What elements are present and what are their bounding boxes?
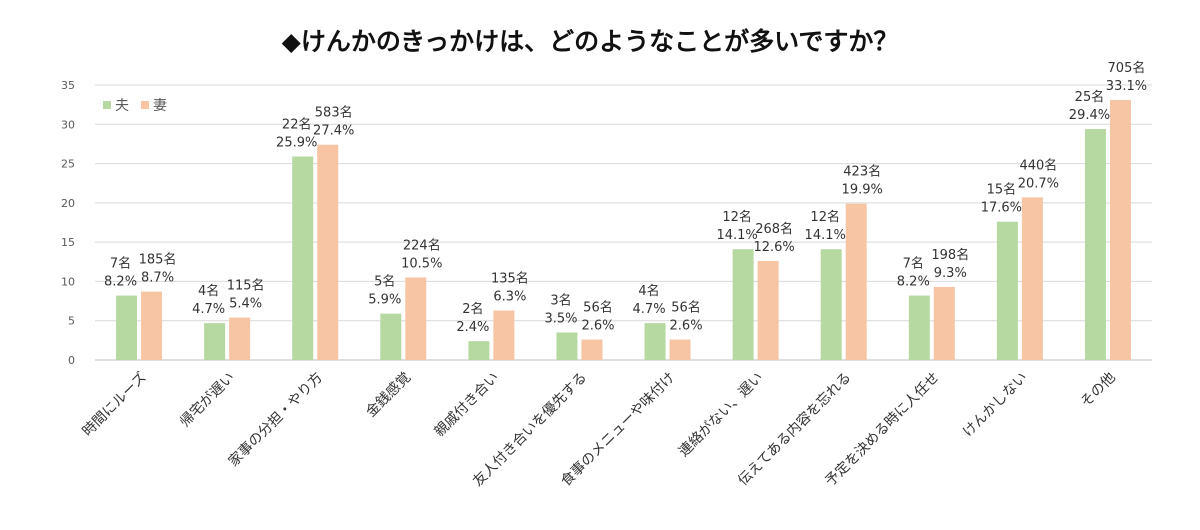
- data-label-count: 12名: [810, 209, 840, 225]
- category-label: 親戚付き合い: [431, 370, 502, 441]
- data-label-percent: 2.6%: [581, 319, 614, 334]
- data-label-percent: 5.4%: [229, 297, 262, 312]
- data-label-percent: 14.1%: [805, 228, 846, 243]
- bar-husband: [292, 156, 314, 360]
- y-tick-label: 25: [61, 158, 75, 171]
- data-label-percent: 17.6%: [981, 201, 1022, 216]
- bar-husband: [908, 295, 930, 360]
- bar-husband: [996, 221, 1018, 360]
- bar-husband: [820, 249, 842, 360]
- y-tick-label: 20: [61, 197, 75, 210]
- category-label: その他: [1078, 370, 1119, 411]
- data-label-percent: 27.4%: [313, 124, 354, 139]
- bar-wife: [317, 144, 339, 360]
- bar-wife: [1021, 197, 1043, 360]
- bar-husband: [468, 341, 490, 360]
- data-label-percent: 5.9%: [368, 293, 401, 308]
- data-label-percent: 19.9%: [842, 183, 883, 198]
- data-label-count: 2名: [462, 301, 483, 317]
- legend-label: 妻: [153, 98, 167, 114]
- chart-title: ◆けんかのきっかけは、どのようなことが多いですか？: [281, 27, 899, 56]
- data-label-count: 705名: [1108, 60, 1146, 76]
- data-label-count: 4名: [638, 283, 659, 299]
- data-label-percent: 29.4%: [1069, 108, 1110, 123]
- data-label-percent: 10.5%: [401, 257, 442, 272]
- bar-husband: [380, 313, 402, 360]
- bar-husband: [204, 323, 226, 360]
- bar-husband: [116, 295, 138, 360]
- category-label: 金銭感覚: [363, 369, 415, 421]
- category-label: 帰宅が遅い: [176, 369, 238, 431]
- data-label-percent: 33.1%: [1106, 79, 1147, 94]
- data-label-percent: 2.4%: [456, 320, 489, 335]
- data-label-count: 3名: [550, 293, 571, 309]
- data-label-percent: 4.7%: [192, 302, 225, 317]
- data-label-count: 15名: [987, 182, 1017, 198]
- y-tick-label: 10: [61, 275, 75, 288]
- data-label-percent: 4.7%: [633, 302, 666, 317]
- category-label: 家事の分担・やり方: [225, 369, 326, 470]
- data-label-count: 224名: [403, 238, 441, 254]
- legend-swatch: [103, 101, 111, 109]
- bar-wife: [405, 277, 427, 360]
- data-label-percent: 20.7%: [1018, 176, 1059, 191]
- data-label-percent: 14.1%: [716, 228, 757, 243]
- data-label-count: 268名: [755, 221, 793, 237]
- data-label-percent: 3.5%: [544, 312, 577, 327]
- data-label-count: 583名: [315, 105, 353, 121]
- data-label-percent: 8.2%: [104, 275, 137, 290]
- legend-swatch: [141, 101, 149, 109]
- data-label-count: 440名: [1019, 157, 1057, 173]
- bar-wife: [933, 286, 955, 360]
- y-tick-label: 0: [68, 354, 75, 367]
- y-tick-label: 30: [61, 118, 75, 131]
- category-label: 時間にルーズ: [80, 370, 150, 440]
- data-label-percent: 2.6%: [670, 319, 703, 334]
- data-label-count: 5名: [374, 274, 395, 290]
- y-tick-label: 15: [61, 236, 75, 249]
- data-label-count: 185名: [139, 252, 177, 268]
- legend-label: 夫: [115, 98, 129, 114]
- bar-husband: [556, 332, 578, 360]
- data-label-percent: 25.9%: [276, 136, 317, 151]
- bar-wife: [581, 339, 603, 360]
- category-label: けんかしない: [960, 370, 1031, 441]
- data-label-count: 115名: [227, 278, 265, 294]
- data-label-count: 22名: [282, 117, 312, 133]
- bar-wife: [493, 310, 515, 360]
- data-label-count: 25名: [1075, 89, 1105, 105]
- data-label-percent: 8.7%: [141, 271, 174, 286]
- data-label-percent: 8.2%: [897, 275, 930, 290]
- bar-wife: [229, 317, 251, 360]
- bar-wife: [757, 261, 779, 360]
- data-label-count: 12名: [722, 209, 752, 225]
- data-label-count: 198名: [931, 247, 969, 263]
- bar-husband: [644, 323, 666, 360]
- data-label-count: 56名: [671, 300, 701, 316]
- data-label-percent: 9.3%: [934, 266, 967, 281]
- category-label: 連絡がない、遅い: [676, 370, 767, 461]
- bar-wife: [845, 203, 867, 360]
- data-label-count: 7名: [110, 256, 131, 272]
- bar-husband: [732, 249, 754, 360]
- y-tick-label: 5: [68, 315, 75, 328]
- bar-wife: [141, 291, 163, 360]
- bar-wife: [669, 339, 691, 360]
- data-label-count: 4名: [198, 283, 219, 299]
- y-tick-label: 35: [61, 79, 75, 92]
- data-label-count: 135名: [491, 271, 529, 287]
- data-label-percent: 12.6%: [753, 240, 794, 255]
- bar-husband: [1084, 129, 1106, 360]
- data-label-count: 7名: [903, 256, 924, 272]
- data-label-percent: 6.3%: [493, 290, 526, 305]
- bar-wife: [1109, 99, 1131, 360]
- data-label-count: 423名: [843, 164, 881, 180]
- data-label-count: 56名: [583, 300, 613, 316]
